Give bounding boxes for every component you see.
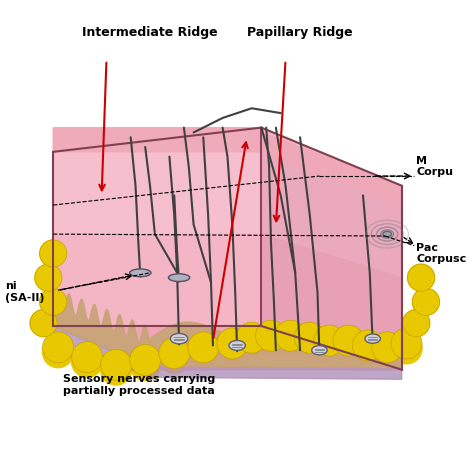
Circle shape <box>372 337 403 368</box>
Circle shape <box>408 264 435 291</box>
Text: Pac
Corpusc: Pac Corpusc <box>416 243 466 264</box>
Circle shape <box>35 264 62 291</box>
Circle shape <box>40 240 67 267</box>
Circle shape <box>294 322 325 353</box>
Circle shape <box>333 330 364 361</box>
Polygon shape <box>261 132 401 370</box>
Circle shape <box>43 332 73 363</box>
Circle shape <box>408 264 435 291</box>
Circle shape <box>236 322 267 353</box>
Text: Papillary Ridge: Papillary Ridge <box>247 26 353 39</box>
Circle shape <box>40 288 67 315</box>
Ellipse shape <box>170 333 188 344</box>
Ellipse shape <box>365 334 381 343</box>
Circle shape <box>314 325 345 356</box>
Text: Sensory nerves carrying
partially processed data: Sensory nerves carrying partially proces… <box>63 374 215 396</box>
Polygon shape <box>53 128 401 205</box>
Circle shape <box>352 335 383 366</box>
Circle shape <box>391 328 422 359</box>
Circle shape <box>314 330 345 361</box>
Circle shape <box>352 330 383 361</box>
Circle shape <box>130 345 161 375</box>
Circle shape <box>35 264 62 291</box>
Circle shape <box>255 325 286 356</box>
Circle shape <box>43 337 73 368</box>
Polygon shape <box>53 128 261 326</box>
Text: ni
(SA-II): ni (SA-II) <box>5 282 45 303</box>
Circle shape <box>40 240 67 267</box>
Circle shape <box>30 310 57 337</box>
Circle shape <box>412 288 439 315</box>
Circle shape <box>217 333 248 364</box>
Circle shape <box>391 333 422 364</box>
Circle shape <box>159 337 190 369</box>
Circle shape <box>412 288 439 315</box>
Circle shape <box>403 310 430 337</box>
Circle shape <box>333 325 364 356</box>
Circle shape <box>40 288 67 315</box>
Polygon shape <box>53 326 150 377</box>
Circle shape <box>130 349 161 380</box>
Circle shape <box>372 332 403 363</box>
Polygon shape <box>150 366 401 379</box>
Circle shape <box>72 342 102 373</box>
Circle shape <box>100 349 132 380</box>
Circle shape <box>275 320 306 351</box>
Polygon shape <box>53 289 150 366</box>
Text: M
Corpu: M Corpu <box>416 155 453 177</box>
Ellipse shape <box>130 269 151 277</box>
Polygon shape <box>53 234 401 370</box>
Circle shape <box>294 327 325 358</box>
Circle shape <box>72 346 102 377</box>
Ellipse shape <box>229 340 246 350</box>
Circle shape <box>188 337 219 368</box>
Ellipse shape <box>168 274 190 282</box>
Circle shape <box>100 354 132 385</box>
Circle shape <box>30 310 57 337</box>
Ellipse shape <box>312 346 327 355</box>
Circle shape <box>217 328 248 359</box>
Circle shape <box>236 327 267 358</box>
Circle shape <box>403 310 430 337</box>
Ellipse shape <box>383 231 392 237</box>
Circle shape <box>188 332 219 363</box>
Polygon shape <box>150 322 401 368</box>
Circle shape <box>159 343 190 374</box>
Circle shape <box>275 325 306 356</box>
Circle shape <box>255 320 286 351</box>
Text: Intermediate Ridge: Intermediate Ridge <box>82 26 218 39</box>
